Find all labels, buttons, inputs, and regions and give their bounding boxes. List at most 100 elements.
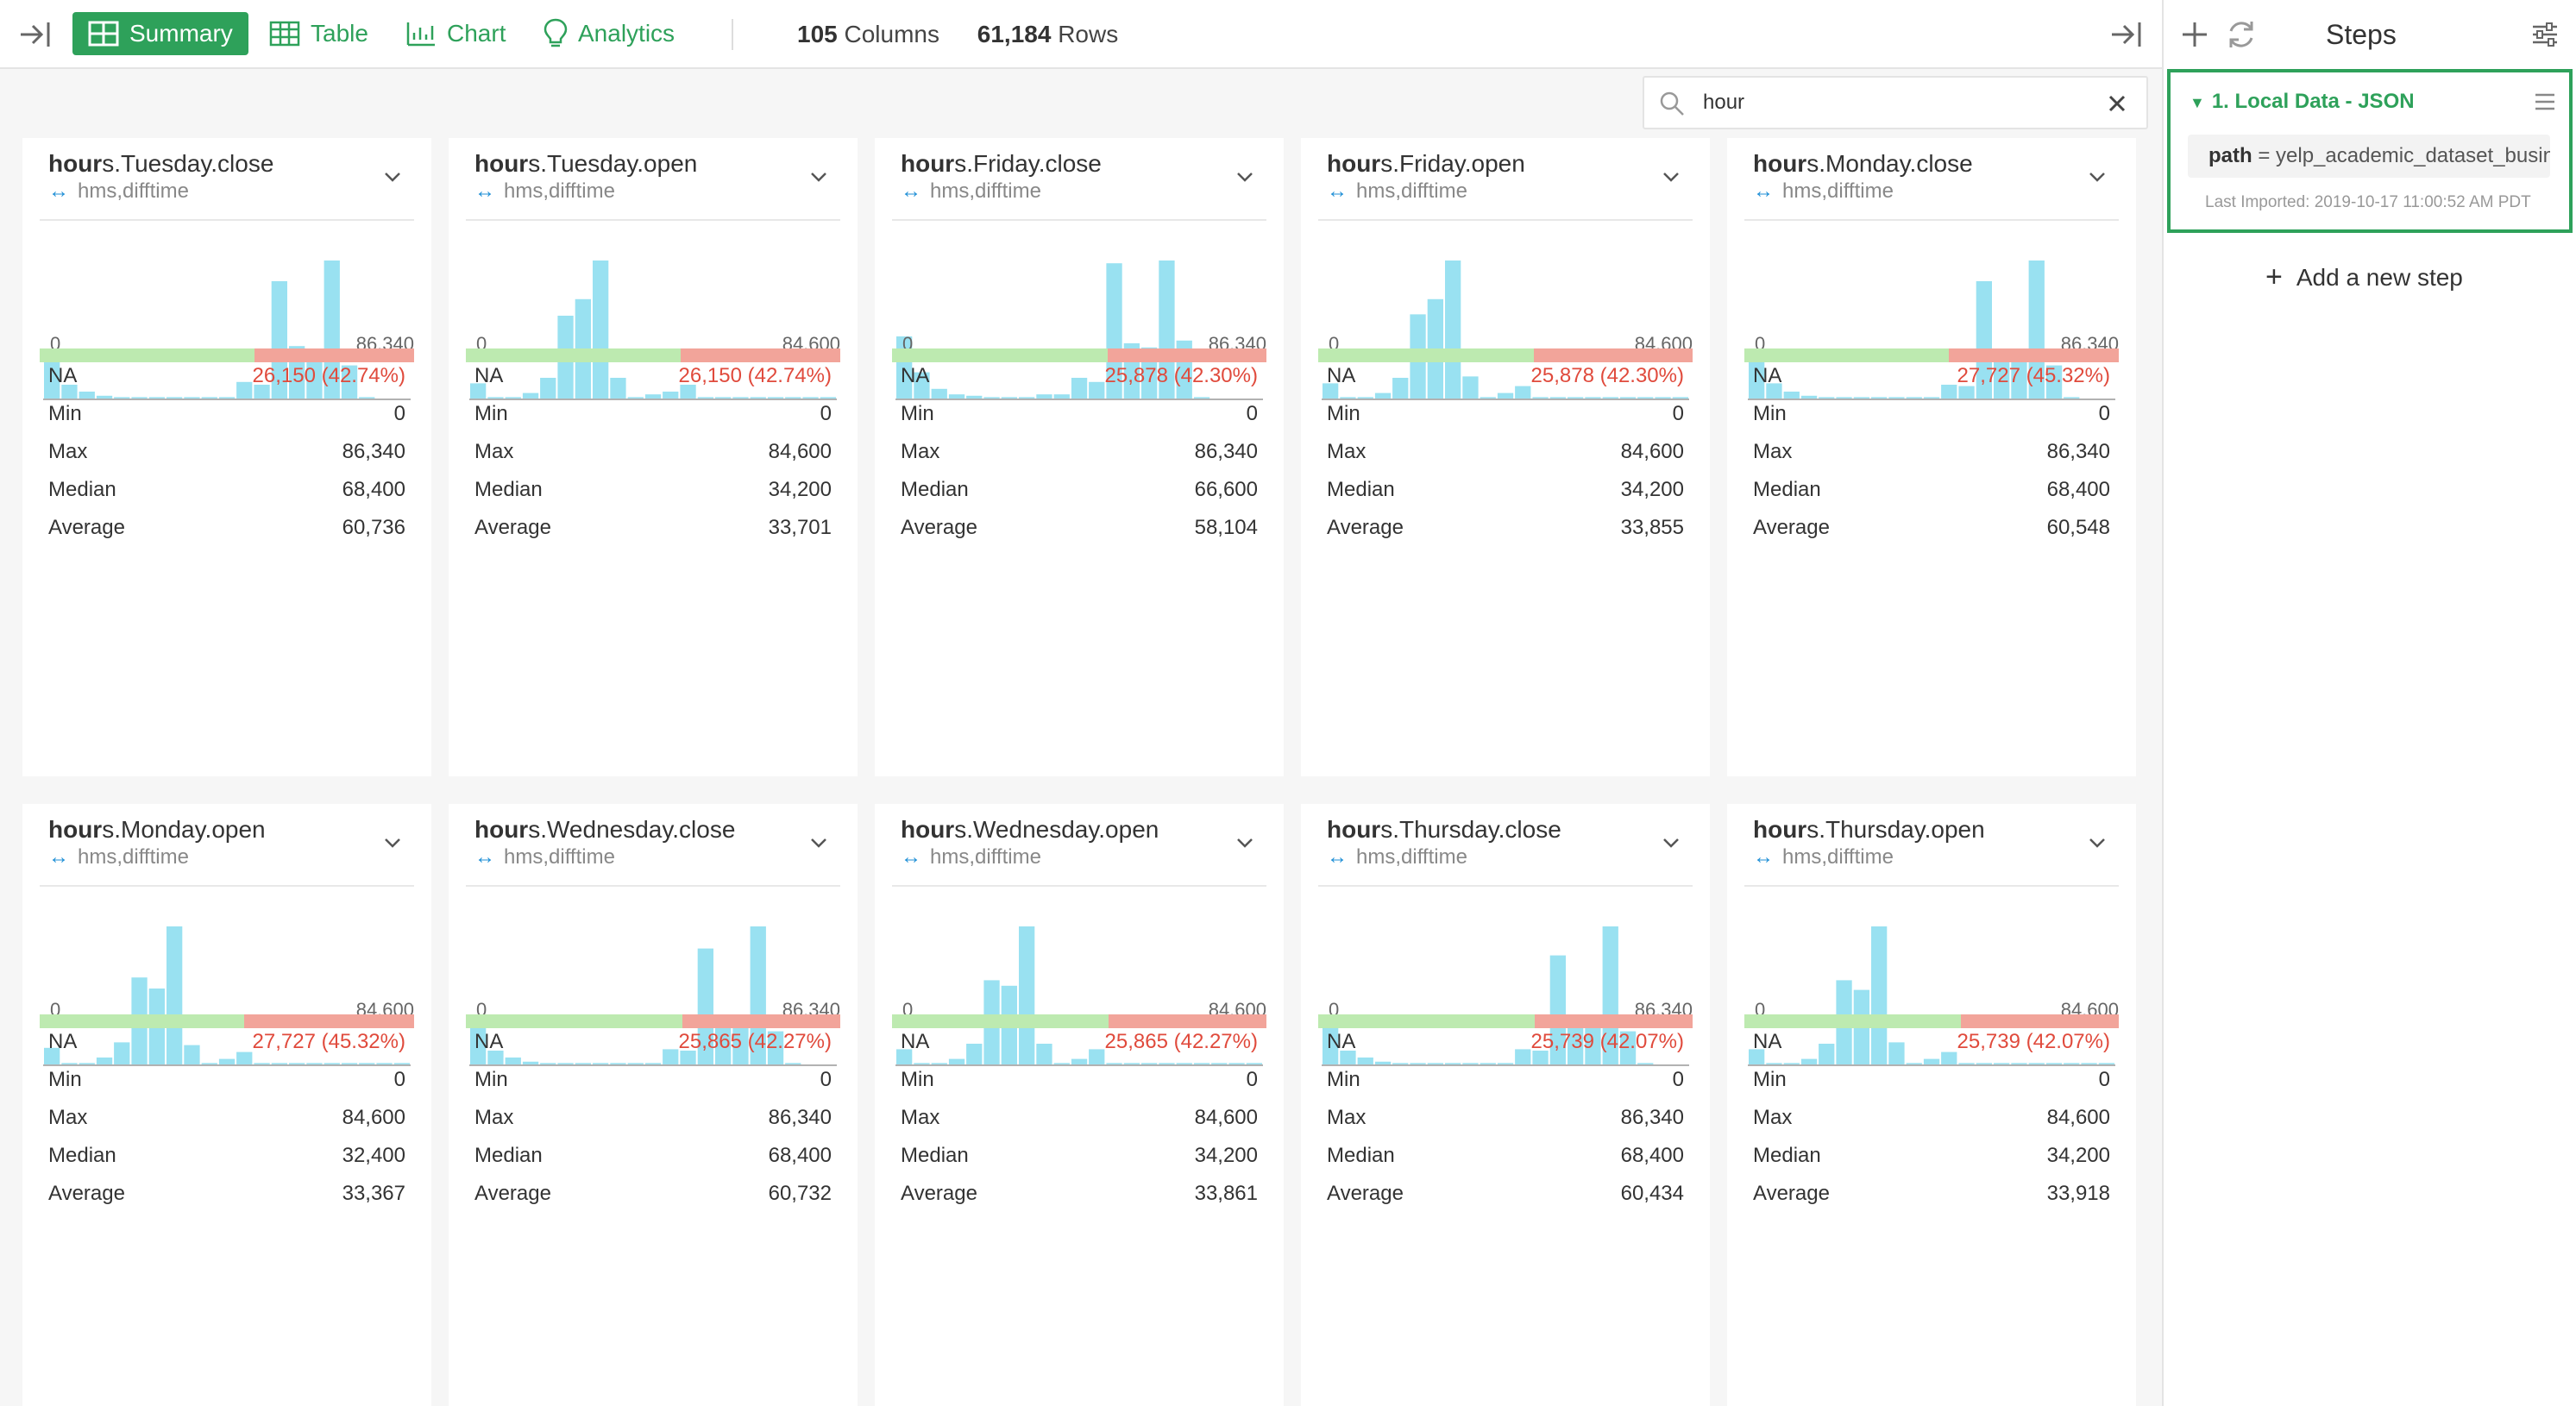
histogram-bar[interactable] — [184, 397, 200, 399]
histogram-bar[interactable] — [1819, 1044, 1835, 1064]
histogram-bar[interactable] — [376, 1063, 393, 1064]
histogram-bar[interactable] — [540, 378, 556, 399]
histogram[interactable] — [892, 895, 1266, 1076]
collapse-right-icon[interactable] — [2108, 16, 2146, 53]
histogram-bar[interactable] — [1462, 376, 1479, 399]
histogram-bar[interactable] — [79, 392, 95, 399]
histogram-bar[interactable] — [1906, 397, 1922, 399]
histogram-bar[interactable] — [593, 1063, 609, 1064]
histogram-bar[interactable] — [1001, 397, 1017, 399]
histogram-bar[interactable] — [1941, 385, 1957, 399]
histogram-bar[interactable] — [1228, 1063, 1245, 1064]
histogram-bar[interactable] — [896, 1049, 913, 1064]
histogram-bar[interactable] — [79, 1063, 95, 1064]
histogram-bar[interactable] — [540, 1063, 556, 1064]
histogram-bar[interactable] — [2011, 1063, 2027, 1064]
histogram-bar[interactable] — [1036, 1044, 1052, 1064]
histogram-bar[interactable] — [610, 378, 626, 399]
histogram-bar[interactable] — [1619, 397, 1637, 399]
histogram-bar[interactable] — [1106, 1063, 1122, 1064]
chevron-down-icon[interactable] — [1232, 830, 1258, 856]
chevron-down-icon[interactable] — [806, 164, 832, 190]
histogram-bar[interactable] — [324, 260, 340, 399]
histogram-bar[interactable] — [236, 381, 253, 399]
histogram-bar[interactable] — [1193, 1063, 1210, 1064]
histogram-bar[interactable] — [1655, 397, 1671, 399]
histogram-bar[interactable] — [1888, 397, 1905, 399]
column-header[interactable]: hours.Monday.close ↔ hms,difftime — [1727, 138, 2136, 219]
histogram-bar[interactable] — [1193, 397, 1210, 399]
histogram-bar[interactable] — [1800, 395, 1818, 399]
histogram-bar[interactable] — [2028, 260, 2045, 399]
histogram-bar[interactable] — [1602, 926, 1618, 1064]
na-ratio-bar[interactable] — [40, 348, 414, 362]
histogram-bar[interactable] — [1036, 394, 1052, 399]
na-ratio-bar[interactable] — [1744, 1014, 2119, 1028]
histogram-bar[interactable] — [1159, 260, 1175, 399]
histogram-bar[interactable] — [487, 1051, 504, 1064]
histogram-bar[interactable] — [236, 1051, 253, 1064]
histogram-bar[interactable] — [505, 1058, 521, 1064]
column-header[interactable]: hours.Friday.open ↔ hms,difftime — [1301, 138, 1710, 219]
na-ratio-bar[interactable] — [1744, 348, 2119, 362]
histogram-bar[interactable] — [680, 385, 696, 399]
histogram-bar[interactable] — [470, 383, 487, 399]
na-ratio-bar[interactable] — [1318, 1014, 1693, 1028]
histogram-bar[interactable] — [1783, 1063, 1800, 1064]
histogram-bar[interactable] — [96, 395, 113, 399]
histogram-bar[interactable] — [914, 372, 930, 399]
chevron-down-icon[interactable] — [2084, 164, 2110, 190]
histogram-bar[interactable] — [1357, 397, 1373, 399]
histogram[interactable] — [40, 229, 414, 411]
histogram-bar[interactable] — [983, 397, 1000, 399]
hamburger-menu-icon[interactable] — [2533, 90, 2557, 114]
histogram-bar[interactable] — [1071, 378, 1088, 399]
column-header[interactable]: hours.Wednesday.open ↔ hms,difftime — [875, 804, 1284, 885]
clear-search-icon[interactable] — [2103, 90, 2131, 117]
histogram-bar[interactable] — [931, 1063, 947, 1064]
histogram-bar[interactable] — [914, 1063, 930, 1064]
tab-table[interactable]: Table — [269, 12, 368, 55]
step-parameter[interactable]: path = yelp_academic_dataset_business.js… — [2188, 135, 2550, 178]
histogram-bar[interactable] — [802, 397, 819, 399]
chevron-down-icon[interactable] — [380, 830, 405, 856]
histogram-bar[interactable] — [1176, 1063, 1192, 1064]
histogram-bar[interactable] — [1766, 383, 1782, 399]
histogram-bar[interactable] — [767, 397, 784, 399]
histogram-bar[interactable] — [948, 1058, 965, 1064]
histogram-bar[interactable] — [254, 385, 270, 399]
histogram-bar[interactable] — [715, 397, 732, 399]
histogram-bar[interactable] — [732, 397, 749, 399]
histogram-bar[interactable] — [306, 353, 323, 399]
histogram-bar[interactable] — [1053, 394, 1070, 399]
column-header[interactable]: hours.Thursday.open ↔ hms,difftime — [1727, 804, 2136, 885]
histogram-bar[interactable] — [767, 1031, 784, 1064]
histogram-bar[interactable] — [1445, 1063, 1461, 1064]
histogram-bar[interactable] — [627, 1063, 644, 1064]
histogram-bar[interactable] — [1392, 1063, 1409, 1064]
histogram-bar[interactable] — [1532, 1051, 1549, 1064]
histogram-bar[interactable] — [1053, 1063, 1070, 1064]
column-header[interactable]: hours.Tuesday.open ↔ hms,difftime — [449, 138, 858, 219]
histogram-bar[interactable] — [1532, 397, 1549, 399]
histogram-bar[interactable] — [487, 397, 504, 399]
histogram-bar[interactable] — [2028, 1063, 2045, 1064]
histogram-bar[interactable] — [966, 1044, 983, 1064]
histogram-bar[interactable] — [1392, 378, 1409, 399]
histogram-bar[interactable] — [1906, 1063, 1922, 1064]
histogram-bar[interactable] — [1585, 1019, 1601, 1064]
histogram-bar[interactable] — [1159, 1063, 1175, 1064]
histogram-bar[interactable] — [324, 1063, 340, 1064]
histogram-bar[interactable] — [557, 1063, 574, 1064]
histogram-bar[interactable] — [1800, 1058, 1818, 1064]
histogram-bar[interactable] — [1497, 392, 1514, 399]
histogram-bar[interactable] — [1340, 1051, 1356, 1064]
histogram-bar[interactable] — [1749, 1049, 1765, 1064]
histogram-bar[interactable] — [1783, 392, 1800, 399]
histogram-bar[interactable] — [1089, 1049, 1105, 1064]
histogram-bar[interactable] — [931, 388, 947, 399]
histogram-bar[interactable] — [1071, 1058, 1088, 1064]
histogram-bar[interactable] — [114, 1042, 130, 1064]
histogram-bar[interactable] — [715, 1016, 732, 1064]
histogram-bar[interactable] — [1410, 1063, 1426, 1064]
